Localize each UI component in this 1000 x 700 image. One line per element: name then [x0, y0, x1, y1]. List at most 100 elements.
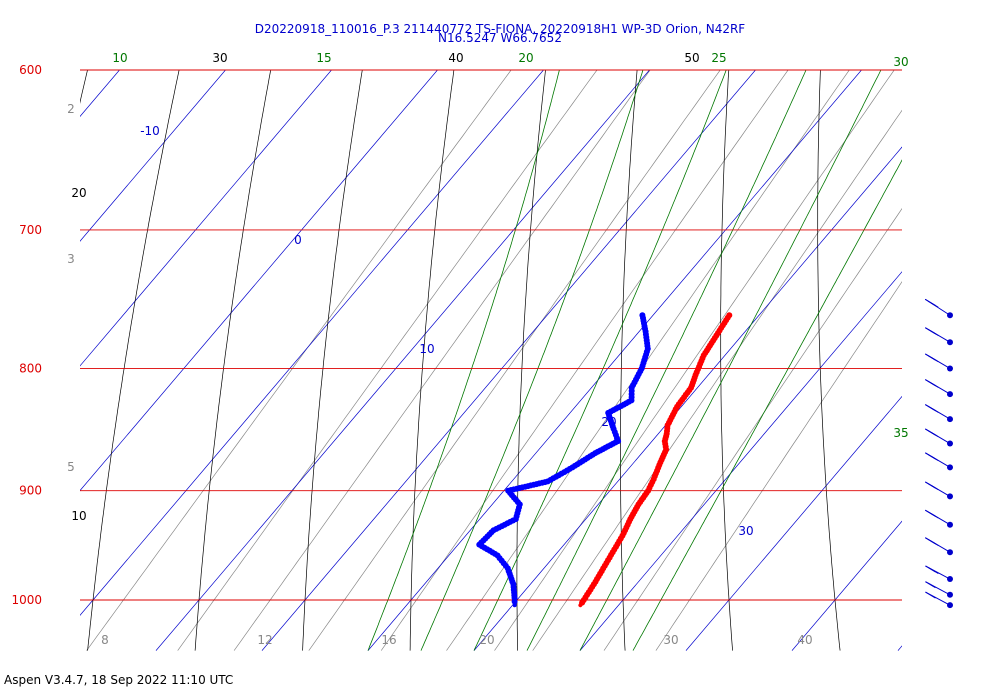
- chart-profiles: [476, 312, 733, 608]
- moist-adiabat-line: [579, 70, 882, 651]
- isotherm-line: [367, 70, 862, 651]
- moist-adiabat-label: 10: [112, 51, 127, 65]
- mixing-ratio-line: [446, 70, 850, 651]
- wind-barb-dot: [947, 464, 953, 471]
- isobar-label: 800: [19, 361, 42, 375]
- mixing-ratio-line: [603, 208, 902, 651]
- wind-barb-dot: [947, 549, 953, 556]
- wind-barb-dot: [947, 440, 953, 447]
- isotherm-line: [685, 395, 902, 651]
- wind-barb-dot: [947, 602, 953, 609]
- dry-adiabat-label: 40: [448, 51, 463, 65]
- moist-adiabat-label: 25: [711, 51, 726, 65]
- wind-barb-feather: [928, 567, 939, 574]
- isobar-label: 700: [19, 223, 42, 237]
- wind-barb-feather: [930, 455, 937, 460]
- dry-adiabat-line: [80, 70, 88, 104]
- wind-barb-feather: [925, 591, 936, 599]
- wind-barb-feather: [930, 484, 937, 489]
- dry-adiabat-label: 10: [71, 509, 86, 523]
- mixing-ratio-label: 16: [381, 633, 396, 647]
- isotherm-label: 30: [738, 524, 753, 538]
- dry-adiabat-line: [912, 70, 948, 651]
- isotherm-line: [80, 70, 544, 616]
- isotherm-line: [80, 70, 226, 242]
- dry-adiabat-label: 30: [212, 51, 227, 65]
- dry-adiabat-line: [620, 70, 638, 651]
- dry-adiabat-line: [87, 70, 180, 651]
- mixing-ratio-label: 12: [257, 633, 272, 647]
- chart-grid: 600 700 800 900 1000 -10 0 10 20 30 10 20 30 40 50 10 15…: [0, 51, 948, 651]
- chart-title: D20220918_110016_P.3 211440772 TS-FIONA,…: [255, 22, 746, 36]
- wind-barb-dot: [947, 521, 953, 528]
- isotherm-line: [80, 70, 120, 118]
- dry-adiabat-label: 20: [71, 186, 86, 200]
- dry-adiabat-line: [409, 70, 455, 651]
- mixing-ratio-line: [177, 70, 598, 651]
- chart-subtitle: N16.5247 W66.7652: [438, 31, 562, 45]
- mixing-ratio-label: 8: [101, 633, 109, 647]
- wind-barb-dot: [947, 576, 953, 583]
- wind-barb-feather: [930, 513, 937, 518]
- moist-adiabat-line: [420, 70, 644, 651]
- mixing-ratio-label: 40: [797, 633, 812, 647]
- grid-clipped: [0, 70, 948, 651]
- wind-barb-dot: [947, 312, 953, 319]
- dry-adiabat-line: [720, 70, 733, 651]
- footer-text: Aspen V3.4.7, 18 Sep 2022 11:10 UTC: [4, 673, 234, 687]
- wind-barbs: [924, 298, 953, 609]
- isotherm-line: [80, 70, 438, 492]
- wind-barb-feather: [928, 582, 934, 587]
- temperature-profile-point: [579, 599, 586, 606]
- mixing-ratio-line: [308, 70, 721, 651]
- wind-barb-feather: [930, 357, 937, 361]
- wind-barb-dot: [947, 591, 953, 598]
- isotherm-label: 10: [419, 342, 434, 356]
- wind-barb-dot: [947, 416, 953, 423]
- moist-adiabat-line: [632, 159, 902, 651]
- wind-barb-feather: [930, 302, 937, 307]
- moist-adiabat-label: 30: [893, 55, 908, 69]
- wind-barb-feather: [930, 382, 937, 387]
- moist-adiabat-line: [367, 70, 560, 651]
- isotherm-line: [791, 520, 902, 651]
- isobar-label: 600: [19, 63, 42, 77]
- moist-adiabat-line: [526, 70, 807, 651]
- mixing-ratio-line: [494, 70, 895, 651]
- mixing-ratio-label: 20: [479, 633, 494, 647]
- wind-barb-dot: [947, 339, 953, 346]
- isotherm-line: [897, 645, 902, 651]
- moist-adiabat-label: 20: [518, 51, 533, 65]
- isotherm-line: [579, 271, 902, 651]
- isotherm-line: [261, 70, 756, 651]
- isotherm-line: [80, 70, 332, 367]
- isotherm-label: -10: [140, 124, 160, 138]
- temperature-profile-line: [578, 313, 732, 608]
- moist-adiabat-line: [473, 70, 727, 651]
- isotherm-label: 0: [294, 233, 302, 247]
- dry-adiabat-label: 50: [684, 51, 699, 65]
- wind-barb-feather: [930, 432, 937, 436]
- wind-barb-feather: [930, 330, 937, 335]
- mixing-ratio-line: [86, 70, 512, 651]
- wind-barb-dot: [947, 365, 953, 372]
- dry-adiabat-line: [817, 70, 841, 651]
- mixing-ratio-line: [655, 281, 902, 651]
- isotherm-line: [155, 70, 650, 651]
- mixing-ratio-label: 2: [67, 102, 75, 116]
- mixing-ratio-label: 3: [67, 252, 75, 266]
- dry-adiabat-line: [302, 70, 363, 651]
- dry-adiabat-line: [194, 70, 272, 651]
- mixing-ratio-label: 30: [663, 633, 678, 647]
- isotherm-line: [0, 70, 14, 651]
- wind-barb-feather: [930, 407, 937, 412]
- wind-barb-dot: [947, 391, 953, 398]
- moist-adiabat-label: 15: [316, 51, 331, 65]
- wind-barb-feather: [930, 540, 937, 545]
- isobar-label: 1000: [11, 593, 42, 607]
- wind-barb-dot: [947, 493, 953, 500]
- mixing-ratio-label: 5: [67, 460, 75, 474]
- mixing-ratio-line: [532, 109, 902, 651]
- dry-adiabat-line: [516, 70, 546, 651]
